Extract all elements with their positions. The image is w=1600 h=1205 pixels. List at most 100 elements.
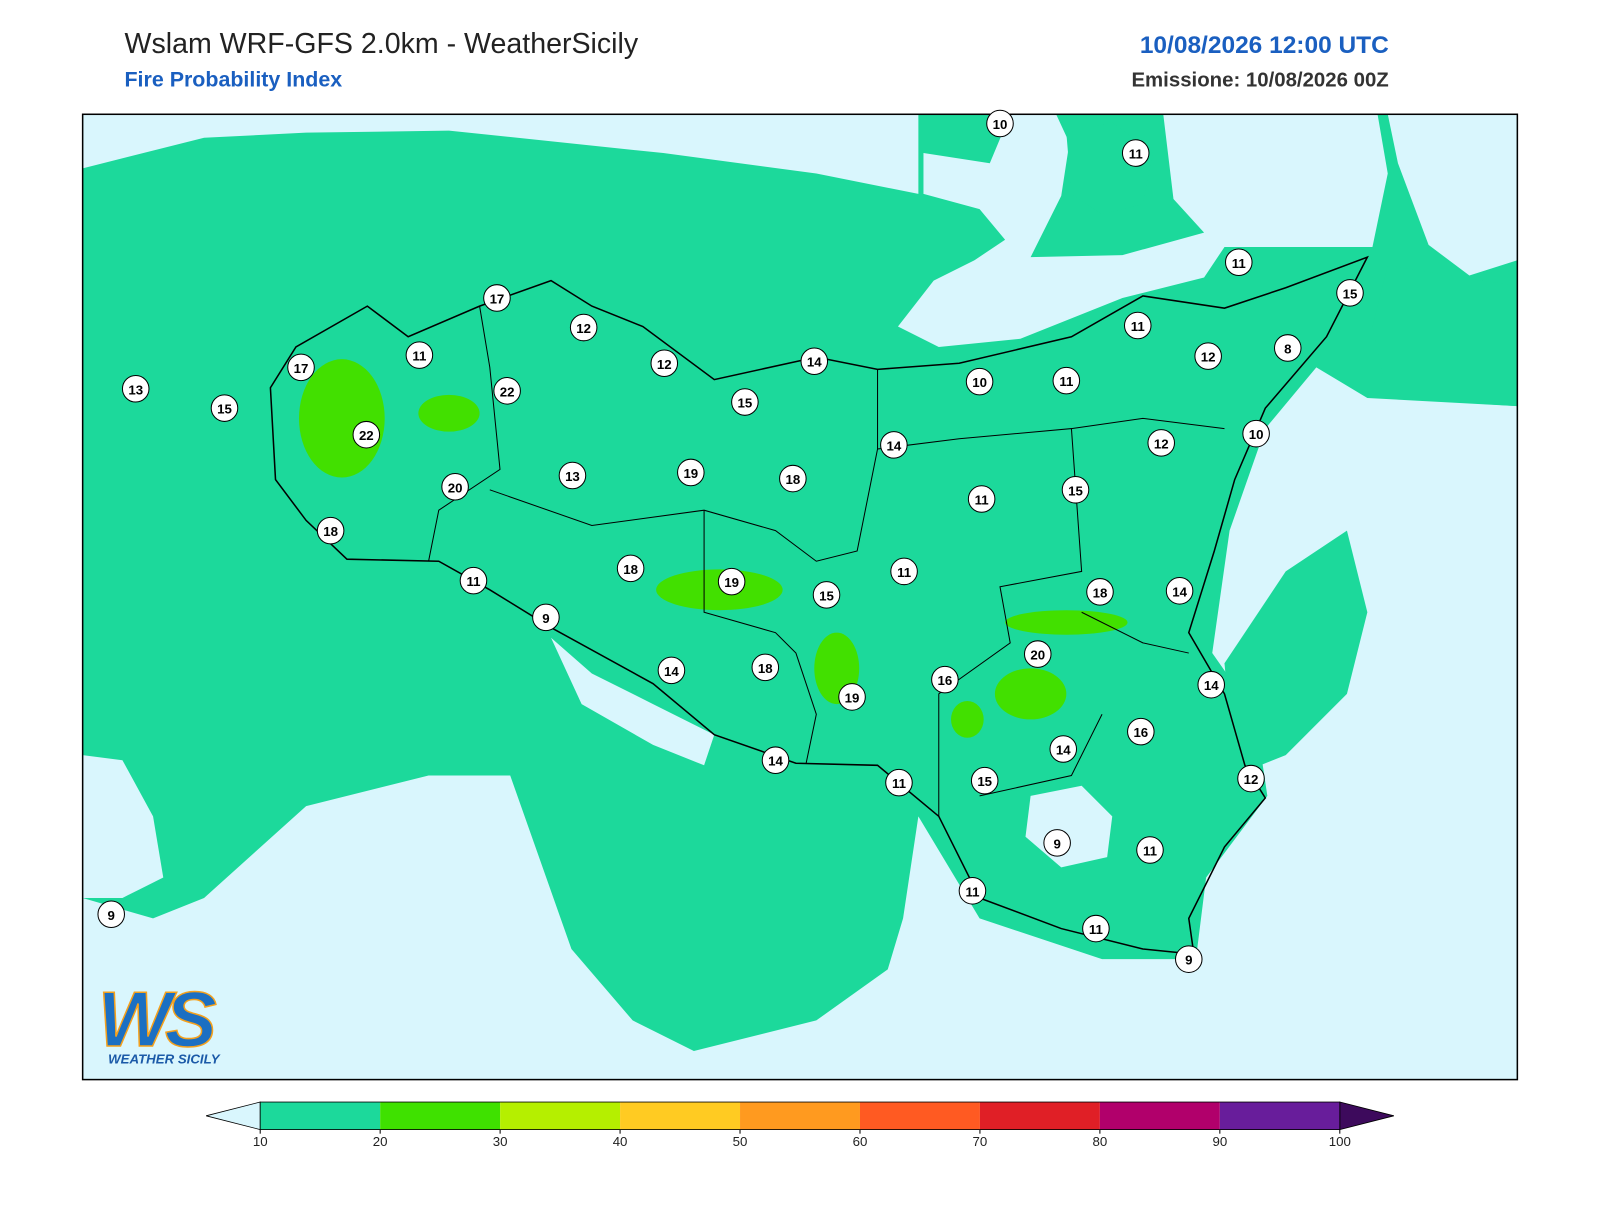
station-marker — [1082, 914, 1110, 943]
station-marker — [616, 554, 645, 583]
sea — [82, 367, 1518, 1080]
station-value: 20 — [1030, 648, 1045, 663]
patch — [951, 701, 984, 738]
station-value: 18 — [323, 524, 338, 539]
station-value: 18 — [758, 661, 773, 676]
colorbar-segment — [620, 1102, 741, 1130]
colorbar-segment — [740, 1102, 860, 1130]
station-value: 14 — [1204, 678, 1219, 693]
station-marker — [441, 472, 469, 501]
valid-time: 10/08/2026 12:00 UTC — [1140, 32, 1389, 59]
station-marker — [1336, 279, 1364, 307]
boundary — [979, 714, 1103, 797]
station-value: 22 — [500, 384, 515, 399]
colorbar-segment — [1099, 1102, 1220, 1130]
station-value: 18 — [785, 472, 800, 487]
station-value: 11 — [1143, 844, 1157, 859]
station-value: 11 — [466, 574, 480, 589]
station-marker — [838, 683, 866, 711]
colorbar-tick-label: 90 — [1212, 1134, 1227, 1149]
station-value: 15 — [738, 396, 753, 411]
colorbar-tick-label: 80 — [1093, 1134, 1108, 1149]
boundary — [1081, 611, 1189, 654]
fire-index-patches — [298, 359, 1128, 738]
sea — [82, 755, 164, 898]
station-value: 10 — [1249, 427, 1264, 442]
station-marker — [717, 567, 746, 596]
patch — [418, 394, 480, 432]
sea — [82, 114, 919, 194]
stations: 10 11 11 15 17 12 11 8 12 11 12 14 17 22 10 11 13 15 15 22 1… — [97, 109, 1364, 973]
station-value: 12 — [576, 321, 591, 336]
colorbar-tick-label: 50 — [733, 1134, 748, 1149]
colorbar-tick-label: 70 — [973, 1134, 988, 1149]
station-marker — [569, 313, 598, 342]
boundary — [489, 369, 879, 562]
station-value: 8 — [1284, 341, 1291, 356]
logo-name: WEATHER SICILY — [108, 1051, 221, 1066]
station-marker — [657, 656, 686, 685]
station-marker — [751, 653, 780, 682]
station-marker — [967, 485, 996, 513]
station-marker — [493, 377, 521, 405]
station-value: 13 — [565, 469, 580, 484]
station-value: 11 — [1089, 922, 1103, 937]
colorbar-segment — [380, 1102, 501, 1130]
station-value: 17 — [294, 361, 309, 376]
station-marker — [885, 768, 913, 797]
colorbar: 10 20 30 40 50 60 70 80 90 100 — [206, 1101, 1394, 1149]
colorbar-segment — [979, 1102, 1100, 1130]
patch — [994, 668, 1067, 720]
station-marker — [1049, 735, 1078, 763]
station-marker — [890, 557, 918, 586]
patch — [656, 569, 783, 611]
station-value: 11 — [1232, 256, 1246, 271]
colorbar-frame — [259, 1101, 1341, 1130]
colorbar-over — [1339, 1101, 1394, 1131]
colorbar-segment — [859, 1102, 980, 1130]
station-marker — [779, 464, 807, 493]
station-value: 11 — [1131, 319, 1145, 334]
station-value: 11 — [975, 493, 989, 508]
station-value: 16 — [938, 673, 953, 688]
station-marker — [483, 284, 511, 312]
station-marker — [210, 394, 239, 422]
station-value: 12 — [1154, 436, 1169, 451]
station-value: 14 — [807, 355, 822, 370]
boundary — [1071, 417, 1225, 430]
station-marker — [1086, 578, 1114, 606]
station-marker — [1043, 829, 1071, 857]
colorbar-tick-label: 10 — [253, 1134, 268, 1149]
station-value: 15 — [1343, 286, 1358, 301]
station-value: 19 — [683, 466, 698, 481]
land-patches — [1066, 122, 1518, 776]
station-value: 11 — [1059, 374, 1073, 389]
sea — [897, 114, 1388, 347]
station-value: 19 — [845, 690, 860, 705]
station-marker — [970, 766, 999, 795]
station-value: 12 — [657, 357, 672, 372]
colorbar-under — [206, 1101, 261, 1131]
station-value: 11 — [412, 349, 426, 364]
station-marker — [986, 109, 1014, 138]
station-value: 12 — [1244, 772, 1259, 787]
sea-areas — [82, 114, 1518, 1080]
boundary — [428, 306, 501, 562]
station-marker — [731, 388, 759, 416]
station-value: 10 — [972, 375, 987, 390]
station-marker — [1175, 945, 1203, 973]
station-marker — [761, 746, 790, 774]
station-value: 18 — [623, 562, 638, 577]
station-marker — [1242, 419, 1270, 448]
station-marker — [352, 420, 381, 449]
station-marker — [1061, 476, 1090, 504]
station-value: 14 — [1056, 743, 1071, 758]
station-marker — [1123, 311, 1152, 340]
subtitle: Fire Probability Index — [124, 68, 342, 92]
station-value: 18 — [1093, 585, 1108, 600]
colorbar-tick-label: 60 — [853, 1134, 868, 1149]
station-marker — [287, 353, 315, 382]
land-patch — [1372, 265, 1518, 407]
station-value: 12 — [1201, 350, 1216, 365]
station-value: 11 — [965, 884, 979, 899]
